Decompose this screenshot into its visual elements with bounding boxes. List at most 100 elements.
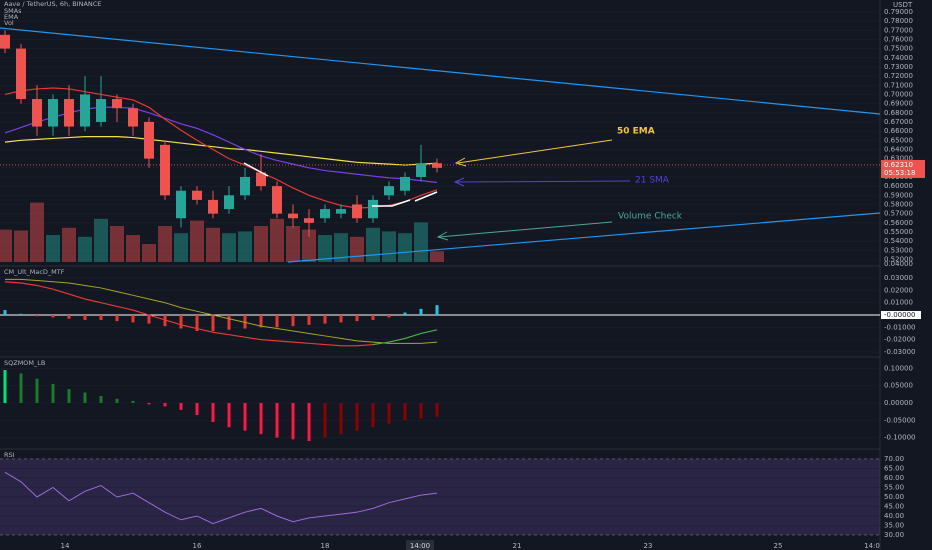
histogram-bar [35, 315, 39, 317]
y-tick-label: -0.03000 [884, 348, 915, 356]
histogram-bar [195, 315, 199, 332]
candle-body [128, 108, 138, 127]
indicator-name: Vol [4, 19, 14, 27]
candle-body [384, 186, 394, 196]
volume-bar [286, 226, 300, 262]
momentum-bar [83, 392, 87, 403]
momentum-bar [403, 402, 407, 421]
volume-bar [206, 227, 220, 262]
macd-line [212, 331, 230, 336]
arrow-head [454, 157, 467, 167]
volume-bar [430, 251, 444, 262]
momentum-bar [355, 402, 359, 431]
histogram-bar [387, 315, 391, 318]
y-tick-label: -0.01000 [884, 323, 915, 331]
moving-average [4, 87, 438, 209]
annotation-arrow [457, 139, 613, 164]
y-tick-label: 0.64000 [884, 145, 913, 153]
y-tick-label: 0.65000 [884, 136, 913, 144]
y-tick-label: 30.00 [884, 531, 904, 539]
histogram-bar [275, 315, 279, 328]
momentum-bar [51, 383, 55, 403]
momentum-bar [195, 402, 199, 416]
histogram-bar [403, 312, 407, 316]
macd-line [132, 309, 150, 316]
trend-line [0, 27, 881, 115]
y-tick-label: 45.00 [884, 502, 904, 510]
y-tick-label: 0.67000 [884, 118, 913, 126]
candle-body [160, 144, 170, 196]
arrow-head [453, 177, 465, 187]
y-tick-label: 40.00 [884, 512, 904, 520]
momentum-bar [179, 402, 183, 410]
volume-bar [62, 227, 76, 262]
signal-line [5, 278, 438, 344]
x-tick-label: 21 [513, 542, 522, 550]
volume-bar [190, 220, 204, 262]
momentum-bar [435, 402, 439, 417]
indicator-name: EMA [4, 13, 19, 21]
y-tick-label: 0.01000 [884, 299, 913, 307]
macd-line [308, 342, 326, 346]
drawing-line [372, 199, 411, 207]
volume-tick-label: 0.04000 [884, 260, 913, 268]
histogram-bar [211, 315, 215, 332]
annotation-arrow [455, 180, 631, 183]
candle-body [208, 199, 218, 214]
trend-line [287, 212, 881, 263]
y-tick-label: 0.70000 [884, 90, 913, 98]
candle-body [32, 99, 42, 127]
y-tick-label: 0.72000 [884, 72, 913, 80]
y-tick-label: 0.78000 [884, 17, 913, 25]
annotation: 50 EMA [617, 127, 655, 137]
volume-bar [158, 226, 172, 262]
last-price-box [881, 159, 925, 178]
momentum-bar [115, 398, 119, 403]
histogram-bar [147, 315, 151, 324]
candle-body [272, 186, 282, 214]
macd-line [164, 319, 182, 326]
x-tick-label: 16 [193, 542, 202, 550]
x-tick-label: 18 [321, 542, 330, 550]
moving-average [4, 136, 438, 166]
y-tick-label: 0.58000 [884, 200, 913, 208]
macd-line [276, 340, 294, 343]
volume-bar [302, 229, 316, 262]
plot-area: 0.520000.530000.540000.550000.560000.570… [0, 8, 925, 539]
volume-bar [222, 233, 236, 262]
histogram-bar [51, 315, 55, 318]
volume-bar [238, 231, 252, 262]
y-tick-label: 0.68000 [884, 109, 913, 117]
y-tick-label: 0.75000 [884, 45, 913, 53]
tick-highlight [881, 311, 921, 320]
y-tick-label: 0.56000 [884, 219, 913, 227]
histogram-bar [115, 315, 119, 322]
macd-line [4, 281, 22, 284]
candle-body [336, 209, 346, 214]
y-tick-label: 0.10000 [884, 364, 913, 372]
momentum-bar [19, 373, 23, 403]
arrow-head [436, 231, 449, 241]
annotation: 21 SMA [635, 176, 670, 186]
macd-line [68, 293, 86, 300]
y-tick-label: 0.69000 [884, 100, 913, 108]
y-tick-label: 0.59000 [884, 191, 913, 199]
histogram-bar [435, 305, 439, 316]
candle-body [416, 163, 426, 177]
candle-body [304, 218, 314, 223]
candle-body [400, 176, 410, 191]
histogram-bar [371, 315, 375, 320]
y-tick-label: 0.73000 [884, 63, 913, 71]
y-tick-label: 55.00 [884, 483, 904, 491]
volume-bar [414, 222, 428, 262]
y-tick-label: -0.05000 [884, 416, 915, 424]
volume-bar [126, 235, 140, 262]
candle-body [320, 209, 330, 219]
candle-body [256, 172, 266, 187]
y-tick-label: 60.00 [884, 474, 904, 482]
macd-line [196, 327, 214, 333]
indicator-name: SMAs [4, 7, 22, 15]
candle-body [368, 199, 378, 219]
histogram-bar [179, 315, 183, 329]
volume-bar [94, 218, 108, 262]
